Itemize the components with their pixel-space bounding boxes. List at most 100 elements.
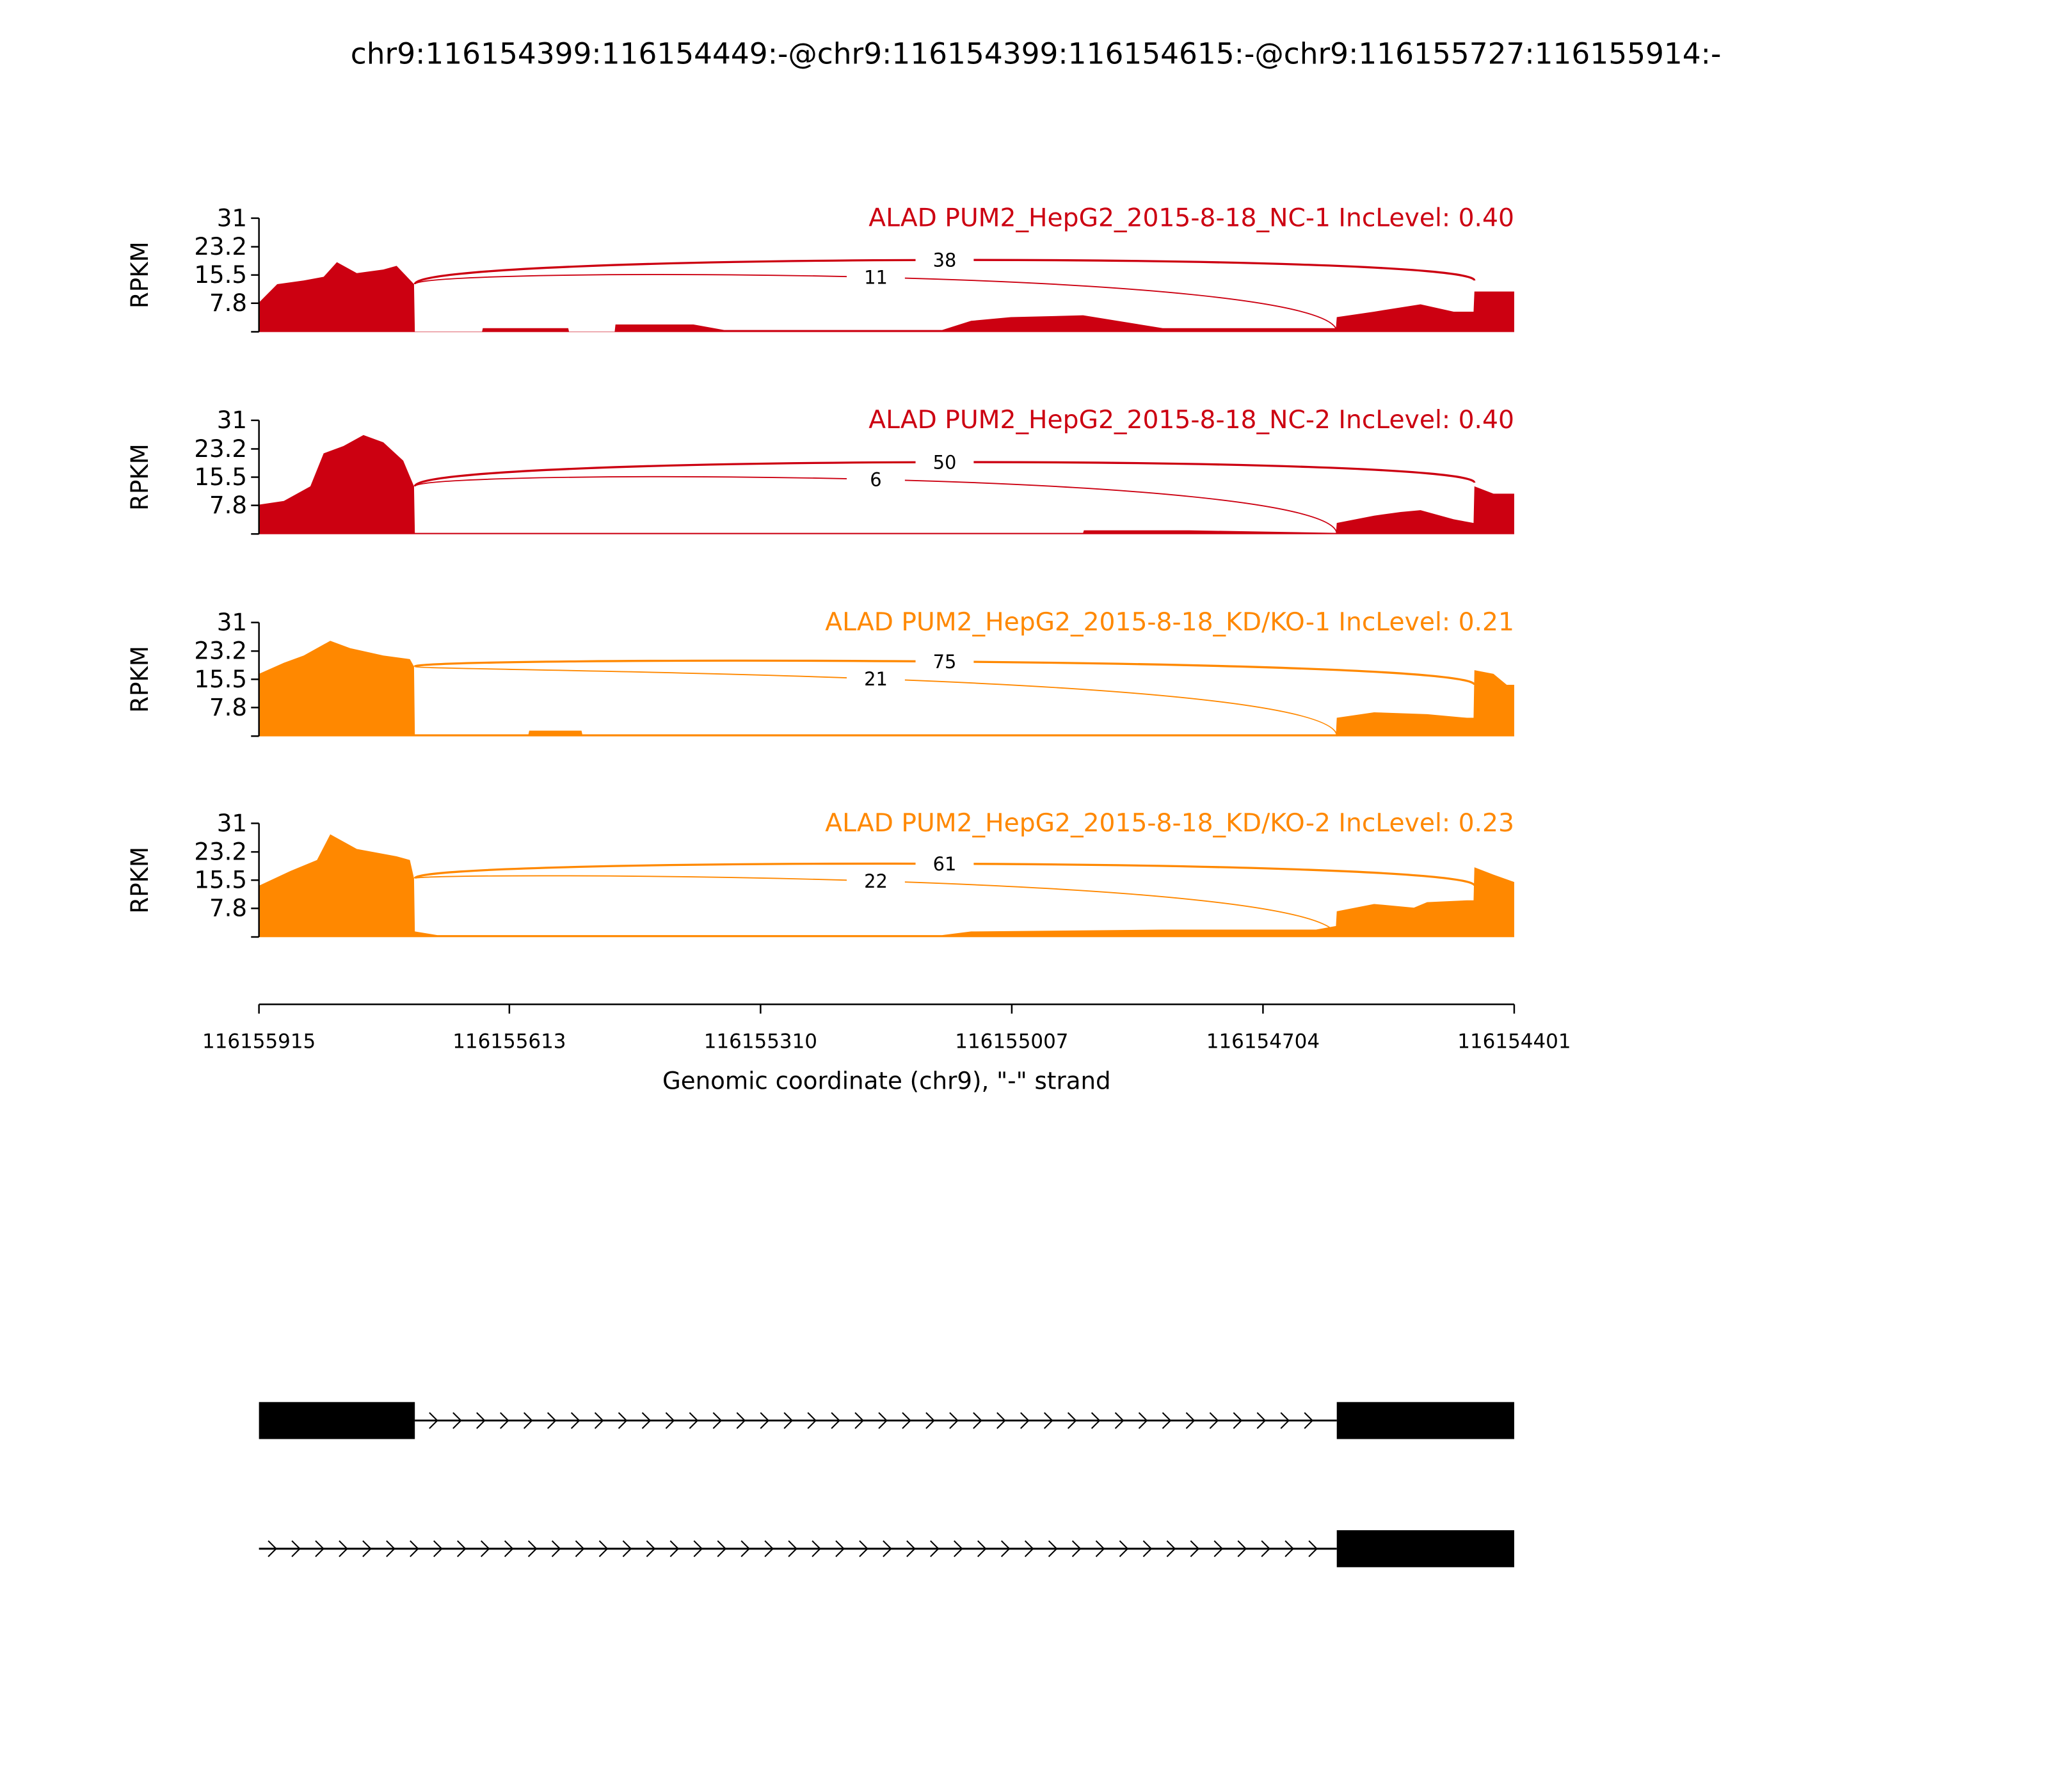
strand-chevron-icon <box>1304 1412 1314 1429</box>
strand-chevron-icon <box>1119 1540 1129 1557</box>
junction-label-bg <box>915 651 974 673</box>
transcript-2 <box>259 1530 1514 1567</box>
strand-chevron-icon <box>504 1540 514 1557</box>
y-tick-label: 31 <box>217 406 247 434</box>
transcript-track <box>259 1402 1514 1567</box>
strand-chevron-icon <box>1067 1412 1077 1429</box>
y-tick-label: 15.5 <box>194 261 247 289</box>
junction-label-bg <box>915 249 974 271</box>
strand-chevron-icon <box>646 1540 656 1557</box>
strand-chevron-icon <box>1190 1540 1200 1557</box>
sample-label: ALAD PUM2_HepG2_2015-8-18_NC-2 IncLevel:… <box>868 406 1514 435</box>
strand-chevron-icon <box>740 1540 751 1557</box>
x-tick-label: 116155310 <box>704 1030 817 1053</box>
strand-chevron-icon <box>386 1540 396 1557</box>
sample-label: ALAD PUM2_HepG2_2015-8-18_KD/KO-2 IncLev… <box>825 809 1514 838</box>
strand-chevron-icon <box>547 1412 557 1429</box>
strand-chevron-icon <box>669 1540 680 1557</box>
strand-chevron-icon <box>622 1540 632 1557</box>
strand-chevron-icon <box>1043 1412 1053 1429</box>
strand-chevron-icon <box>693 1540 703 1557</box>
strand-chevron-icon <box>925 1412 935 1429</box>
strand-chevron-icon <box>1091 1412 1101 1429</box>
strand-chevron-icon <box>1233 1412 1243 1429</box>
y-tick-label: 15.5 <box>194 666 247 693</box>
strand-chevron-icon <box>902 1412 911 1429</box>
strand-chevron-icon <box>954 1540 963 1557</box>
strand-chevron-icon <box>1114 1412 1124 1429</box>
y-tick-label: 31 <box>217 204 247 232</box>
x-tick-label: 116155007 <box>955 1030 1068 1053</box>
strand-chevron-icon <box>717 1540 727 1557</box>
strand-chevron-icon <box>291 1540 301 1557</box>
strand-chevron-icon <box>1308 1540 1318 1557</box>
junction-count-label: 50 <box>933 451 957 473</box>
junction-label-bg <box>847 870 905 892</box>
strand-chevron-icon <box>949 1412 959 1429</box>
strand-chevron-icon <box>1261 1540 1271 1557</box>
chart-title: chr9:116154399:116154449:-@chr9:11615439… <box>351 36 1722 70</box>
strand-chevron-icon <box>689 1412 699 1429</box>
y-tick-label: 31 <box>217 609 247 636</box>
strand-chevron-icon <box>1237 1540 1247 1557</box>
coverage-area <box>259 641 1514 737</box>
strand-chevron-icon <box>551 1540 561 1557</box>
strand-chevron-icon <box>457 1540 467 1557</box>
strand-chevron-icon <box>410 1540 419 1557</box>
y-axis-label: RPKM <box>126 444 154 511</box>
y-tick-label: 7.8 <box>209 492 247 519</box>
strand-chevron-icon <box>1162 1412 1172 1429</box>
x-tick-label: 116155915 <box>202 1030 316 1053</box>
sample-label: ALAD PUM2_HepG2_2015-8-18_KD/KO-1 IncLev… <box>825 608 1514 637</box>
strand-chevron-icon <box>523 1412 533 1429</box>
strand-chevron-icon <box>665 1412 675 1429</box>
y-tick-label: 23.2 <box>194 637 247 665</box>
junction-count-label: 21 <box>864 668 888 690</box>
strand-chevron-icon <box>1071 1540 1082 1557</box>
junction-label-bg <box>847 266 905 288</box>
strand-chevron-icon <box>1020 1412 1030 1429</box>
junction-label-bg <box>847 668 905 690</box>
strand-chevron-icon <box>1256 1412 1267 1429</box>
strand-chevron-icon <box>480 1540 490 1557</box>
y-tick-label: 7.8 <box>209 895 247 922</box>
strand-chevron-icon <box>1166 1540 1176 1557</box>
y-axis-label: RPKM <box>126 241 154 308</box>
strand-chevron-icon <box>1024 1540 1034 1557</box>
strand-chevron-icon <box>476 1412 486 1429</box>
strand-chevron-icon <box>807 1412 817 1429</box>
y-tick-label: 23.2 <box>194 435 247 463</box>
exon-block <box>259 1402 415 1439</box>
strand-chevron-icon <box>575 1540 585 1557</box>
junction-count-label: 22 <box>864 870 888 892</box>
junction-count-label: 11 <box>864 267 888 289</box>
strand-chevron-icon <box>977 1540 987 1557</box>
strand-chevron-icon <box>760 1412 770 1429</box>
strand-chevron-icon <box>570 1412 580 1429</box>
strand-chevron-icon <box>878 1412 888 1429</box>
strand-chevron-icon <box>1209 1412 1219 1429</box>
strand-chevron-icon <box>1048 1540 1058 1557</box>
y-tick-label: 7.8 <box>209 289 247 317</box>
y-tick-label: 23.2 <box>194 838 247 866</box>
strand-chevron-icon <box>1185 1412 1196 1429</box>
strand-chevron-icon <box>500 1412 509 1429</box>
y-tick-label: 15.5 <box>194 463 247 491</box>
strand-chevron-icon <box>996 1412 1006 1429</box>
strand-chevron-icon <box>315 1540 324 1557</box>
strand-chevron-icon <box>712 1412 723 1429</box>
strand-chevron-icon <box>1280 1412 1290 1429</box>
strand-chevron-icon <box>1138 1412 1148 1429</box>
strand-chevron-icon <box>883 1540 892 1557</box>
strand-chevron-icon <box>788 1540 797 1557</box>
strand-chevron-icon <box>339 1540 348 1557</box>
strand-chevron-icon <box>362 1540 372 1557</box>
strand-chevron-icon <box>906 1540 916 1557</box>
sample-label: ALAD PUM2_HepG2_2015-8-18_NC-1 IncLevel:… <box>868 204 1514 232</box>
